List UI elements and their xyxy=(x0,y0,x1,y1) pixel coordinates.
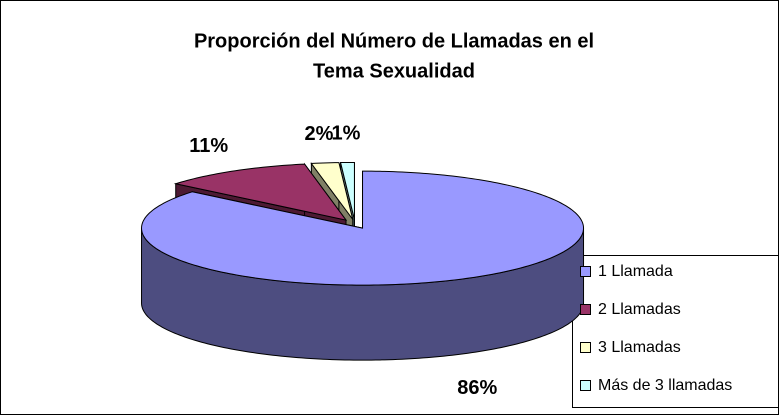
legend-swatch xyxy=(580,380,591,391)
data-label: 1% xyxy=(332,122,361,144)
legend-swatch xyxy=(580,304,591,315)
data-label: 86% xyxy=(457,377,497,399)
legend-swatch xyxy=(580,266,591,277)
slice-top xyxy=(310,162,354,220)
data-label: 2% xyxy=(305,123,334,145)
legend-label: 2 Llamadas xyxy=(598,301,681,318)
data-label: 11% xyxy=(189,135,228,157)
slice-top xyxy=(141,170,585,286)
slice-top xyxy=(173,163,348,221)
slice xyxy=(141,170,585,361)
legend-label: Más de 3 llamadas xyxy=(598,377,732,394)
legend-label: 1 Llamada xyxy=(598,263,673,280)
slice-top xyxy=(339,161,355,220)
legend-label: 3 Llamadas xyxy=(598,339,681,356)
legend-box xyxy=(572,255,779,408)
chart-title: Proporción del Número de Llamadas en el xyxy=(194,30,594,52)
chart-title: Tema Sexualidad xyxy=(313,60,475,82)
legend-swatch xyxy=(580,342,591,353)
